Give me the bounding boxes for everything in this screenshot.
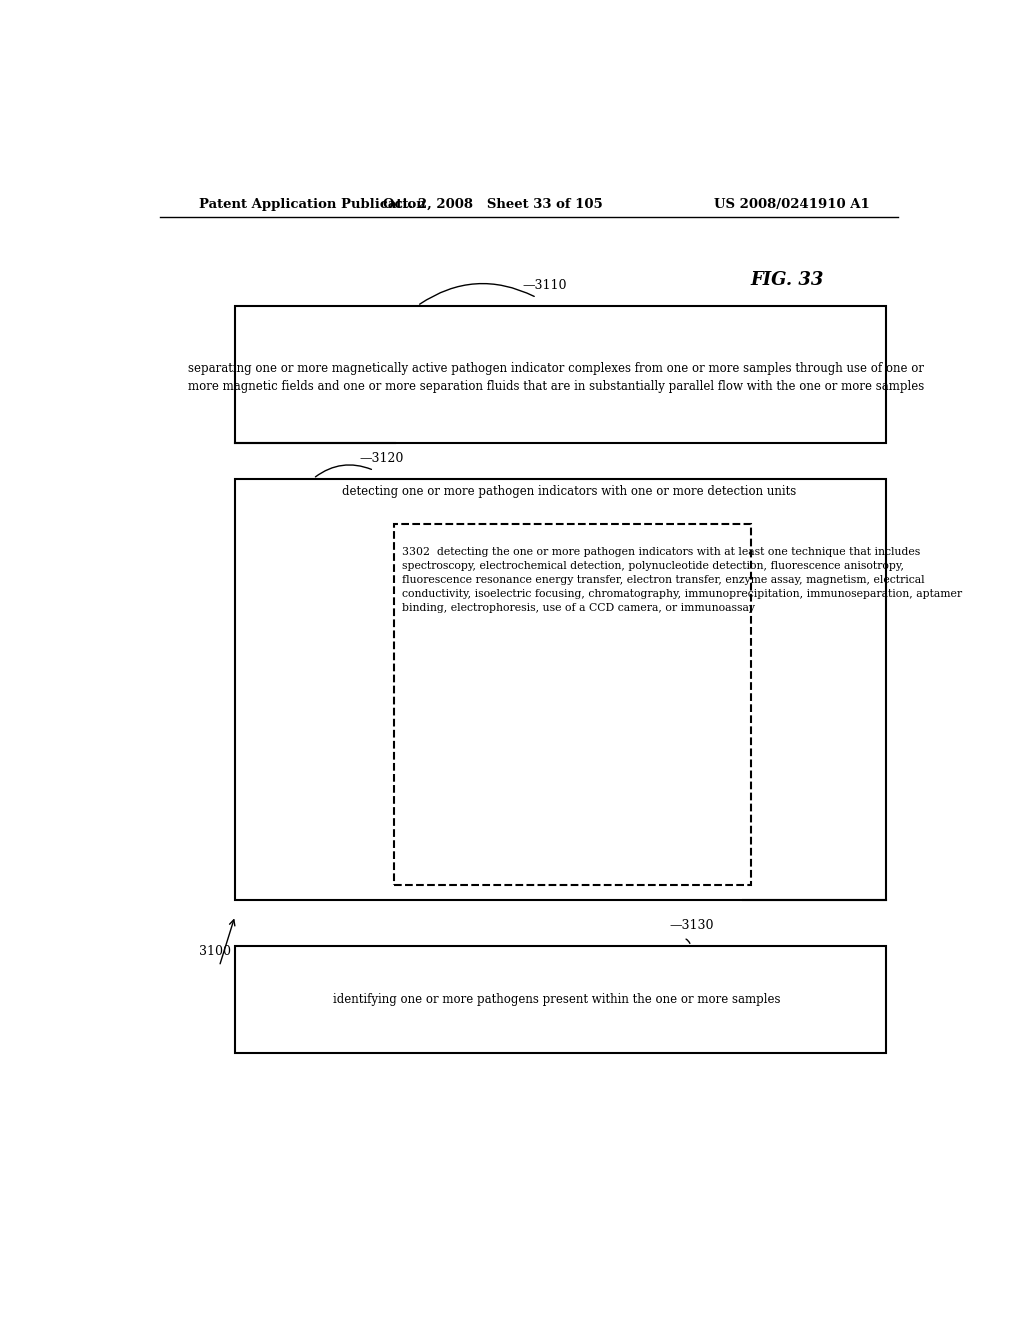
Bar	[236, 306, 886, 444]
Bar	[236, 946, 886, 1053]
Bar	[394, 524, 751, 886]
Text: FIG. 33: FIG. 33	[750, 272, 823, 289]
Text: Patent Application Publication: Patent Application Publication	[200, 198, 426, 211]
Text: 3100: 3100	[200, 945, 231, 958]
Text: detecting one or more pathogen indicators with one or more detection units: detecting one or more pathogen indicator…	[342, 486, 797, 498]
Text: 3302  detecting the one or more pathogen indicators with at least one technique : 3302 detecting the one or more pathogen …	[401, 546, 962, 612]
Text: —3130: —3130	[670, 919, 714, 932]
Bar	[236, 479, 886, 900]
Text: —3120: —3120	[359, 451, 404, 465]
Text: identifying one or more pathogens present within the one or more samples: identifying one or more pathogens presen…	[333, 994, 780, 1006]
Text: Oct. 2, 2008   Sheet 33 of 105: Oct. 2, 2008 Sheet 33 of 105	[383, 198, 603, 211]
Text: separating one or more magnetically active pathogen indicator complexes from one: separating one or more magnetically acti…	[188, 363, 925, 393]
Text: —3110: —3110	[522, 279, 567, 292]
Text: US 2008/0241910 A1: US 2008/0241910 A1	[715, 198, 870, 211]
